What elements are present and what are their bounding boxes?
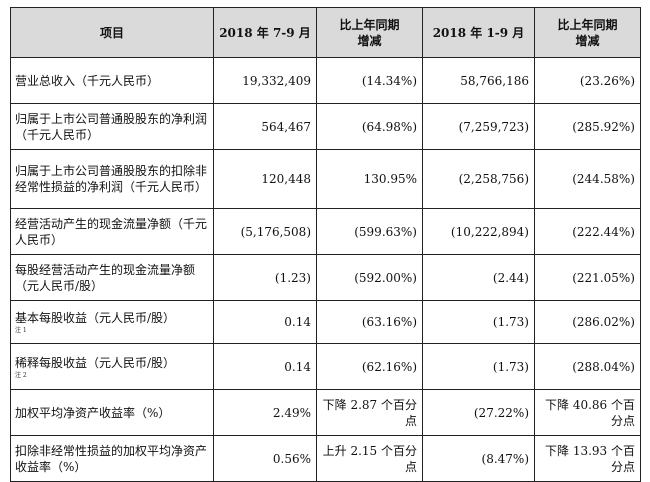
value-cell-c3: (27.22%) bbox=[422, 389, 535, 436]
value-cell-c3: (2,258,756) bbox=[422, 149, 535, 209]
table-row: 每股经营活动产生的现金流量净额（元人民币/股） (1.23) (592.00%) (2… bbox=[10, 254, 641, 301]
table-row: 营业总收入（千元人民币） 19,332,409 (14.34%) 58,766,186… bbox=[10, 57, 641, 104]
table-row: 归属于上市公司普通股股东的扣除非经常性损益的净利润（千元人民币） 120,448 1… bbox=[10, 149, 641, 209]
header-ytd-2018: 2018 年 1-9 月 bbox=[422, 7, 535, 58]
value-cell-c2: (14.34%) bbox=[316, 57, 423, 104]
value-cell-c3: (7,259,723) bbox=[422, 103, 535, 150]
header-ytd-yoy-change: 比上年同期 增减 bbox=[534, 7, 641, 58]
value-cell-c2: (62.16%) bbox=[316, 343, 423, 390]
value-cell-c4: (23.26%) bbox=[534, 57, 641, 104]
value-cell-c2: (592.00%) bbox=[316, 254, 423, 301]
row-label: 基本每股收益（元人民币/股） bbox=[15, 311, 176, 325]
row-label-cell: 每股经营活动产生的现金流量净额（元人民币/股） bbox=[10, 254, 214, 301]
value-cell-c1: 0.14 bbox=[213, 343, 317, 390]
row-label-cell: 归属于上市公司普通股股东的净利润（千元人民币） bbox=[10, 103, 214, 150]
row-label-cell: 营业总收入（千元人民币） bbox=[10, 57, 214, 104]
row-label: 营业总收入（千元人民币） bbox=[15, 73, 160, 88]
value-cell-c2: (599.63%) bbox=[316, 208, 423, 255]
value-cell-c4: (222.44%) bbox=[534, 208, 641, 255]
value-cell-c1: 564,467 bbox=[213, 103, 317, 150]
table-row: 归属于上市公司普通股股东的净利润（千元人民币） 564,467 (64.98%) (7… bbox=[10, 103, 641, 150]
value-cell-c3: (10,222,894) bbox=[422, 208, 535, 255]
footnote-marker: 注 2 bbox=[15, 371, 27, 379]
row-label-cell: 基本每股收益（元人民币/股） 注 1 bbox=[10, 300, 214, 344]
value-cell-c1: 120,448 bbox=[213, 149, 317, 209]
value-cell-c1: 2.49% bbox=[213, 389, 317, 436]
financial-summary-table: 项目 2018 年 7-9 月 比上年同期 增减 2018 年 1-9 月 比上… bbox=[10, 7, 641, 482]
value-cell-c3: (2.44) bbox=[422, 254, 535, 301]
value-cell-c4: (288.04%) bbox=[534, 343, 641, 390]
header-item: 项目 bbox=[10, 7, 214, 58]
value-cell-c1: 0.14 bbox=[213, 300, 317, 344]
header-q3-yoy-change: 比上年同期 增减 bbox=[316, 7, 423, 58]
value-cell-c4: (244.58%) bbox=[534, 149, 641, 209]
row-label-cell: 加权平均净资产收益率（%） bbox=[10, 389, 214, 436]
value-cell-c1: (1.23) bbox=[213, 254, 317, 301]
row-label: 归属于上市公司普通股股东的扣除非经常性损益的净利润（千元人民币） bbox=[15, 164, 208, 194]
value-cell-c1: 19,332,409 bbox=[213, 57, 317, 104]
table-row: 基本每股收益（元人民币/股） 注 1 0.14 (63.16%) (1.73) (286.… bbox=[10, 300, 641, 344]
footnote-marker: 注 1 bbox=[15, 327, 27, 334]
header-row: 项目 2018 年 7-9 月 比上年同期 增减 2018 年 1-9 月 比上… bbox=[10, 7, 641, 58]
row-label: 稀释每股收益（元人民币/股） bbox=[15, 355, 176, 370]
value-cell-c4: 下降 40.86 个百分点 bbox=[534, 389, 641, 436]
row-label-cell: 归属于上市公司普通股股东的扣除非经常性损益的净利润（千元人民币） bbox=[10, 149, 214, 209]
value-cell-c4: (285.92%) bbox=[534, 103, 641, 150]
row-label-cell: 稀释每股收益（元人民币/股）注 2 bbox=[10, 343, 214, 390]
value-cell-c2: 下降 2.87 个百分点 bbox=[316, 389, 423, 436]
value-cell-c4: (221.05%) bbox=[534, 254, 641, 301]
row-label: 每股经营活动产生的现金流量净额（元人民币/股） bbox=[15, 262, 196, 293]
value-cell-c2: 130.95% bbox=[316, 149, 423, 209]
header-q3-2018: 2018 年 7-9 月 bbox=[213, 7, 317, 58]
value-cell-c3: (1.73) bbox=[422, 300, 535, 344]
value-cell-c3: (1.73) bbox=[422, 343, 535, 390]
value-cell-c4: (286.02%) bbox=[534, 300, 641, 344]
value-cell-c2: (63.16%) bbox=[316, 300, 423, 344]
value-cell-c2: (64.98%) bbox=[316, 103, 423, 150]
row-label: 归属于上市公司普通股股东的净利润（千元人民币） bbox=[15, 111, 208, 142]
value-cell-c3: 58,766,186 bbox=[422, 57, 535, 104]
row-label: 经营活动产生的现金流量净额（千元人民币） bbox=[15, 216, 208, 247]
financial-summary-container: 项目 2018 年 7-9 月 比上年同期 增减 2018 年 1-9 月 比上… bbox=[10, 7, 641, 482]
table-row: 经营活动产生的现金流量净额（千元人民币） (5,176,508) (599.63%)… bbox=[10, 208, 641, 255]
table-row: 加权平均净资产收益率（%） 2.49% 下降 2.87 个百分点 (27.22%) 下降… bbox=[10, 389, 641, 436]
row-label-cell: 经营活动产生的现金流量净额（千元人民币） bbox=[10, 208, 214, 255]
value-cell-c1: (5,176,508) bbox=[213, 208, 317, 255]
table-row: 稀释每股收益（元人民币/股）注 2 0.14 (62.16%) (1.73) (288.… bbox=[10, 343, 641, 390]
row-label: 加权平均净资产收益率（%） bbox=[15, 405, 171, 420]
